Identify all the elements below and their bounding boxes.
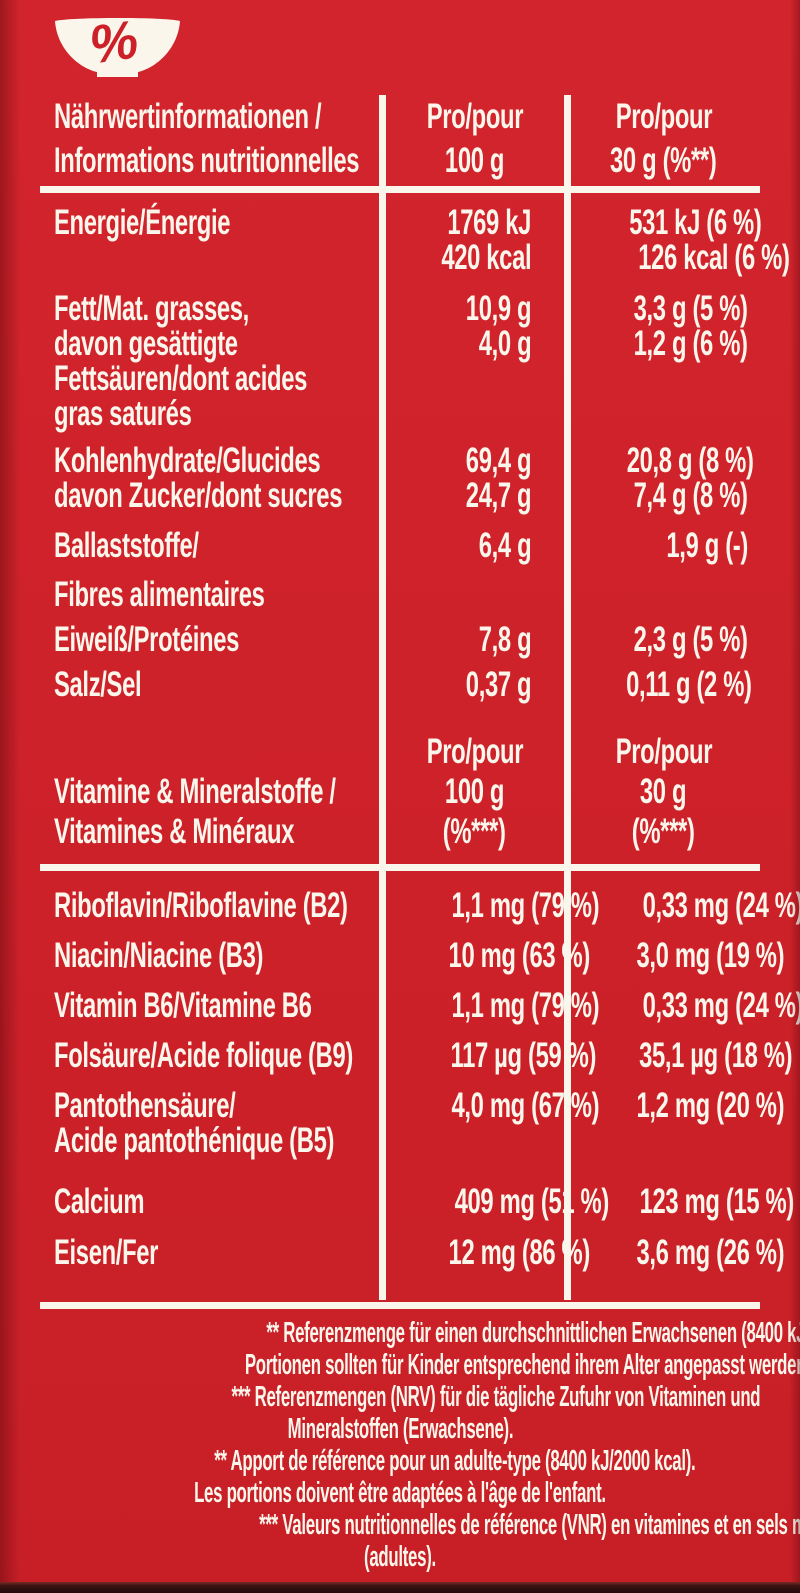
right-edge-shadow bbox=[790, 0, 800, 1593]
vitamins-header-per30: Pro/pour 30 g (%***) bbox=[615, 732, 712, 851]
protein-per100: 7,8 g bbox=[478, 620, 531, 659]
row-vitamin-b6: Vitamin B6/Vitamine B6 1,1 mg (79 %) 0,3… bbox=[40, 986, 800, 1025]
panto-per30: 1,2 mg (20 %) bbox=[636, 1086, 785, 1125]
energy-per100-kj: 1769 kJ bbox=[447, 203, 531, 242]
energy-per100-kcal: 420 kcal bbox=[441, 238, 531, 277]
iron-per100: 12 mg (86 %) bbox=[448, 1233, 591, 1272]
footnote-7: *** Valeurs nutritionnelles de référence… bbox=[259, 1509, 800, 1541]
footnote-8: (adultes). bbox=[364, 1541, 436, 1573]
sugar-per30: 7,4 g (8 %) bbox=[634, 476, 748, 515]
calcium-per100: 409 mg (51 %) bbox=[454, 1182, 610, 1221]
footnote-4: Mineralstoffen (Erwachsene). bbox=[287, 1413, 513, 1445]
column-divider-1 bbox=[379, 95, 386, 1300]
row-energy: Energie/Énergie 1769 kJ 420 kcal 531 kJ … bbox=[40, 203, 790, 277]
nutrition-table-header: Nährwertinformationen / Informations nut… bbox=[40, 95, 760, 183]
footnotes-rule bbox=[40, 1302, 760, 1309]
fibre-per30: 1,9 g (-) bbox=[666, 526, 748, 565]
row-protein: Eiweiß/Protéines 7,8 g 2,3 g (5 %) bbox=[54, 620, 748, 659]
footnotes: ** Referenzmenge für einen durchschnittl… bbox=[40, 1317, 800, 1573]
column-divider-2 bbox=[564, 95, 571, 1300]
protein-per30: 2,3 g (5 %) bbox=[634, 620, 748, 659]
row-fibre: Ballaststoffe/ Fibres alimentaires 6,4 g… bbox=[54, 526, 748, 614]
calcium-per30: 123 mg (15 %) bbox=[639, 1182, 795, 1221]
package-bottom-edge bbox=[0, 1582, 800, 1593]
carb-per30: 20,8 g (8 %) bbox=[626, 441, 754, 480]
riboflavin-per100: 1,1 mg (79 %) bbox=[451, 886, 600, 925]
b6-per30: 0,33 mg (24 %) bbox=[642, 986, 800, 1025]
energy-per30-kcal: 126 kcal (6 %) bbox=[638, 238, 790, 277]
vitamins-table-header: Vitamine & Mineralstoffe / Vitamines & M… bbox=[40, 732, 760, 852]
fibre-per100: 6,4 g bbox=[478, 526, 531, 565]
fat-per30: 3,3 g (5 %) bbox=[634, 289, 748, 328]
row-iron: Eisen/Fer 12 mg (86 %) 3,6 mg (26 %) bbox=[54, 1233, 785, 1272]
row-pantothenic-acid: Pantothensäure/ Acide pantothénique (B5)… bbox=[54, 1086, 785, 1160]
vitamins-header-per100: Pro/pour 100 g (%***) bbox=[426, 732, 523, 851]
footnote-6: Les portions doivent être adaptées à l'â… bbox=[194, 1477, 606, 1509]
svg-text:%: % bbox=[86, 9, 142, 75]
niacin-per100: 10 mg (63 %) bbox=[448, 936, 591, 975]
row-calcium: Calcium 409 mg (51 %) 123 mg (15 %) bbox=[54, 1182, 794, 1221]
satfat-per100: 4,0 g bbox=[478, 324, 531, 363]
row-carbohydrate: Kohlenhydrate/Glucides davon Zucker/dont… bbox=[54, 441, 754, 515]
energy-label: Energie/Énergie bbox=[54, 203, 231, 242]
percent-bowl-icon: % bbox=[55, 9, 180, 77]
row-salt: Salz/Sel 0,37 g 0,11 g (2 %) bbox=[54, 665, 752, 704]
nutrition-header-per30: Pro/pour 30 g (%**) bbox=[610, 97, 717, 180]
niacin-per30: 3,0 mg (19 %) bbox=[636, 936, 785, 975]
salt-per30: 0,11 g (2 %) bbox=[626, 665, 752, 704]
vitamins-header-label: Vitamine & Mineralstoffe / Vitamines & M… bbox=[54, 772, 336, 851]
salt-per100: 0,37 g bbox=[465, 665, 532, 704]
energy-per30-kj: 531 kJ (6 %) bbox=[629, 203, 762, 242]
left-edge-shadow bbox=[0, 0, 20, 1593]
nutrition-header-label: Nährwertinformationen / Informations nut… bbox=[40, 95, 382, 183]
carb-per100: 69,4 g bbox=[465, 441, 532, 480]
header-rule bbox=[40, 186, 760, 193]
row-riboflavin: Riboflavin/Riboflavine (B2) 1,1 mg (79 %… bbox=[40, 886, 800, 925]
header-label-line2: Informations nutritionnelles bbox=[54, 141, 360, 180]
footnote-5: ** Apport de référence pour un adulte-ty… bbox=[214, 1445, 696, 1477]
folic-per30: 35,1 µg (18 %) bbox=[639, 1036, 793, 1075]
iron-per30: 3,6 mg (26 %) bbox=[636, 1233, 785, 1272]
folic-per100: 117 µg (59 %) bbox=[450, 1036, 597, 1075]
fat-per100: 10,9 g bbox=[465, 289, 532, 328]
row-fat: Fett/Mat. grasses, davon gesättigte Fett… bbox=[54, 289, 748, 433]
vitamins-header-rule bbox=[40, 864, 760, 871]
footnote-1: ** Referenzmenge für einen durchschnittl… bbox=[266, 1317, 800, 1349]
footnote-3: *** Referenzmengen (NRV) für die täglich… bbox=[231, 1381, 761, 1413]
row-niacin: Niacin/Niacine (B3) 10 mg (63 %) 3,0 mg … bbox=[54, 936, 785, 975]
footnote-2: Portionen sollten für Kinder entsprechen… bbox=[244, 1349, 800, 1381]
nutrition-header-per100: Pro/pour 100 g bbox=[426, 97, 523, 180]
sugar-per100: 24,7 g bbox=[465, 476, 532, 515]
satfat-per30: 1,2 g (6 %) bbox=[634, 324, 748, 363]
header-label-line1: Nährwertinformationen / bbox=[54, 97, 322, 136]
b6-per100: 1,1 mg (79 %) bbox=[451, 986, 600, 1025]
riboflavin-per30: 0,33 mg (24 %) bbox=[642, 886, 800, 925]
row-folic-acid: Folsäure/Acide folique (B9) 117 µg (59 %… bbox=[54, 1036, 793, 1075]
panto-per100: 4,0 mg (67 %) bbox=[451, 1086, 600, 1125]
